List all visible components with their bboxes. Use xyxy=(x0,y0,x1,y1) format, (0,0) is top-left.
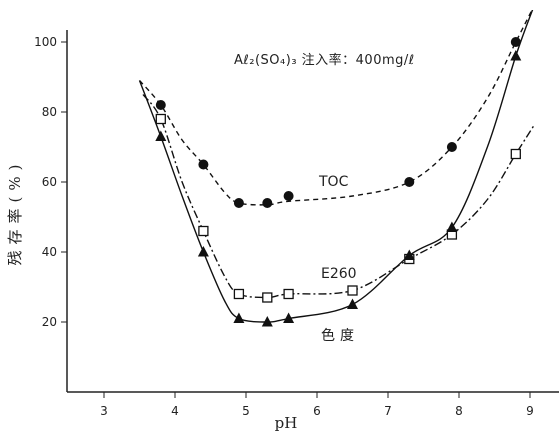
y-tick-label: 40 xyxy=(42,245,57,259)
x-tick-label: 8 xyxy=(455,404,463,418)
data-point-toc xyxy=(262,198,273,208)
series-label-e260: E260 xyxy=(321,266,357,282)
data-point-toc xyxy=(233,198,244,208)
x-tick-label: 7 xyxy=(384,404,392,418)
dosage-annotation: Aℓ₂(SO₄)₃ 注入率：400mg/ℓ xyxy=(234,52,415,68)
data-point-e260 xyxy=(155,113,166,125)
data-point-toc xyxy=(283,191,294,201)
series-line-1 xyxy=(142,94,535,299)
data-point-toc xyxy=(510,37,521,47)
data-point-e260 xyxy=(283,288,294,300)
data-point-color xyxy=(283,312,295,323)
y-tick-label: 60 xyxy=(42,175,57,189)
series-curves xyxy=(138,10,535,323)
data-point-e260 xyxy=(510,148,521,160)
data-point-e260 xyxy=(347,285,358,296)
data-point-color xyxy=(155,130,167,141)
data-point-color xyxy=(233,312,245,323)
data-point-color xyxy=(197,246,209,257)
x-tick-label: 3 xyxy=(100,404,108,418)
series-label-toc: TOC xyxy=(318,174,349,190)
data-point-color xyxy=(261,316,273,327)
series-markers xyxy=(155,37,522,327)
data-point-toc xyxy=(404,177,415,187)
data-point-e260 xyxy=(233,288,245,300)
x-tick-label: 9 xyxy=(526,404,534,418)
y-axis-title: 残存率(%) xyxy=(6,159,24,266)
series-line-2 xyxy=(138,10,534,323)
x-axis-title: pH xyxy=(275,414,298,432)
data-point-toc xyxy=(198,159,209,170)
data-point-e260 xyxy=(262,292,273,303)
x-tick-label: 4 xyxy=(171,404,179,418)
ticks: 3 4 5 6 7 8 9 20 40 60 80 100 xyxy=(34,35,534,418)
data-point-color xyxy=(510,50,522,61)
x-tick-label: 5 xyxy=(242,404,250,418)
data-point-color xyxy=(347,298,358,309)
data-point-toc xyxy=(155,100,166,110)
data-point-color xyxy=(403,249,415,260)
data-point-e260 xyxy=(198,225,209,237)
y-tick-label: 100 xyxy=(34,35,57,49)
axes xyxy=(66,30,559,393)
data-point-color xyxy=(446,221,458,232)
data-point-toc xyxy=(446,142,457,152)
y-tick-label: 80 xyxy=(42,105,57,119)
y-tick-label: 20 xyxy=(42,315,57,329)
x-tick-label: 6 xyxy=(313,404,321,418)
series-line-0 xyxy=(138,10,533,206)
series-label-color: 色度 xyxy=(321,327,359,344)
